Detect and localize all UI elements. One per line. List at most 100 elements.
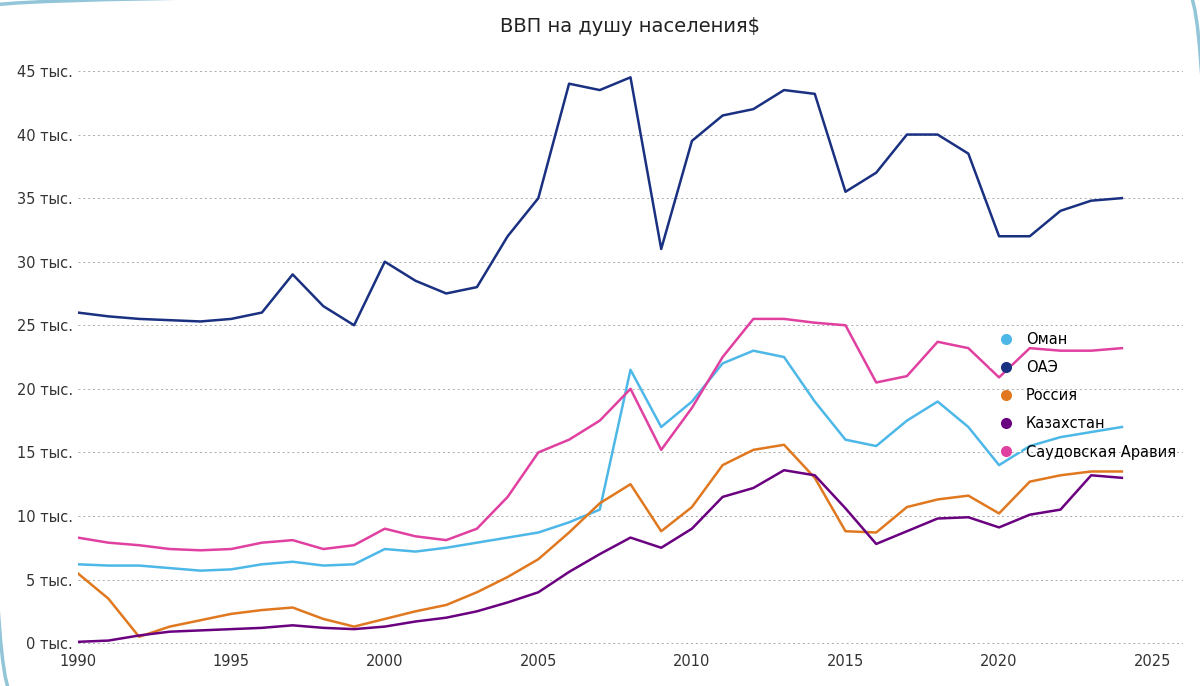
Саудовская Аравия — [746, 315, 761, 323]
Казахстан — [378, 622, 392, 630]
ОАЭ — [776, 86, 791, 94]
Саудовская Аравия — [685, 404, 700, 412]
Казахстан — [1054, 506, 1068, 514]
Россия — [1054, 471, 1068, 480]
Саудовская Аравия — [286, 536, 300, 544]
Казахстан — [685, 525, 700, 533]
Россия — [746, 446, 761, 454]
Саудовская Аравия — [776, 315, 791, 323]
Казахстан — [500, 598, 515, 606]
ОАЭ — [347, 321, 361, 329]
Казахстан — [439, 613, 454, 622]
Казахстан — [593, 550, 607, 558]
Россия — [1022, 477, 1037, 486]
Оман — [101, 561, 115, 569]
Саудовская Аравия — [623, 385, 637, 393]
Казахстан — [869, 540, 883, 548]
Россия — [347, 622, 361, 630]
Саудовская Аравия — [71, 534, 85, 542]
Саудовская Аравия — [930, 338, 944, 346]
ОАЭ — [992, 232, 1007, 240]
Оман — [132, 561, 146, 569]
Казахстан — [900, 527, 914, 535]
Казахстан — [839, 504, 853, 512]
ОАЭ — [1084, 197, 1098, 205]
Line: Казахстан: Казахстан — [78, 470, 1122, 642]
Россия — [408, 607, 422, 615]
Казахстан — [992, 523, 1007, 532]
Россия — [101, 595, 115, 603]
Оман — [715, 359, 730, 368]
Россия — [286, 604, 300, 612]
ОАЭ — [900, 130, 914, 139]
Оман — [654, 423, 668, 431]
Оман — [1115, 423, 1129, 431]
ОАЭ — [808, 90, 822, 98]
Россия — [1115, 467, 1129, 475]
Россия — [776, 440, 791, 449]
Legend: Оман, ОАЭ, Россия, Казахстан, Саудовская Аравия: Оман, ОАЭ, Россия, Казахстан, Саудовская… — [991, 332, 1176, 460]
Оман — [900, 416, 914, 425]
Казахстан — [1084, 471, 1098, 480]
Оман — [408, 547, 422, 556]
ОАЭ — [961, 150, 976, 158]
Россия — [500, 573, 515, 581]
Казахстан — [808, 471, 822, 480]
Россия — [254, 606, 269, 614]
Саудовская Аравия — [1084, 346, 1098, 355]
Оман — [193, 567, 208, 575]
Оман — [992, 461, 1007, 469]
Россия — [685, 503, 700, 511]
ОАЭ — [930, 130, 944, 139]
Россия — [562, 528, 576, 536]
ОАЭ — [193, 318, 208, 326]
Саудовская Аравия — [469, 525, 484, 533]
ОАЭ — [408, 276, 422, 285]
Оман — [500, 534, 515, 542]
Казахстан — [1115, 474, 1129, 482]
ОАЭ — [439, 289, 454, 298]
Казахстан — [746, 484, 761, 492]
Саудовская Аравия — [715, 353, 730, 361]
ОАЭ — [101, 312, 115, 320]
Оман — [439, 543, 454, 552]
ОАЭ — [623, 73, 637, 82]
Оман — [162, 564, 176, 572]
ОАЭ — [685, 137, 700, 145]
Казахстан — [254, 624, 269, 632]
Оман — [623, 366, 637, 374]
Саудовская Аравия — [839, 321, 853, 329]
Казахстан — [562, 568, 576, 576]
Саудовская Аравия — [654, 446, 668, 454]
Оман — [930, 397, 944, 405]
ОАЭ — [1054, 206, 1068, 215]
ОАЭ — [254, 309, 269, 317]
Саудовская Аравия — [992, 373, 1007, 381]
Казахстан — [469, 607, 484, 615]
ОАЭ — [1115, 194, 1129, 202]
Line: Саудовская Аравия: Саудовская Аравия — [78, 319, 1122, 550]
Саудовская Аравия — [900, 372, 914, 380]
Саудовская Аравия — [132, 541, 146, 549]
Россия — [132, 632, 146, 641]
Line: ОАЭ: ОАЭ — [78, 78, 1122, 325]
Саудовская Аравия — [101, 539, 115, 547]
Казахстан — [316, 624, 330, 632]
Оман — [254, 560, 269, 569]
ОАЭ — [132, 315, 146, 323]
ОАЭ — [532, 194, 546, 202]
ОАЭ — [593, 86, 607, 94]
Саудовская Аравия — [532, 448, 546, 456]
Казахстан — [623, 534, 637, 542]
Саудовская Аравия — [562, 436, 576, 444]
Россия — [71, 569, 85, 578]
Россия — [1084, 467, 1098, 475]
Саудовская Аравия — [254, 539, 269, 547]
Line: Оман: Оман — [78, 351, 1122, 571]
Саудовская Аравия — [378, 525, 392, 533]
Казахстан — [224, 625, 239, 633]
Казахстан — [132, 631, 146, 639]
Россия — [869, 528, 883, 536]
Казахстан — [1022, 510, 1037, 519]
Казахстан — [776, 466, 791, 474]
